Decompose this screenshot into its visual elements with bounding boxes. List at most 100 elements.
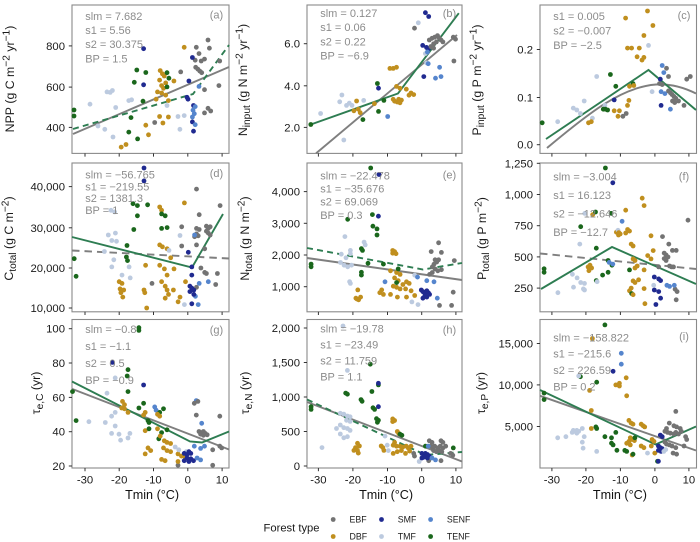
svg-text:Ninput​ (g N m−2​ yr−1​): Ninput​ (g N m−2​ yr−1​) (234, 24, 252, 136)
svg-text:-30: -30 (310, 475, 326, 487)
svg-text:SMF: SMF (398, 515, 417, 525)
svg-text:80: 80 (52, 358, 65, 370)
svg-text:-20: -20 (345, 475, 361, 487)
svg-text:τe,C​ (yr): τe,C​ (yr) (29, 372, 46, 415)
svg-text:0: 0 (419, 475, 425, 487)
svg-text:slm = −0.8: slm = −0.8 (85, 324, 136, 336)
svg-text:slm = −56.765: slm = −56.765 (85, 170, 155, 182)
svg-text:250: 250 (514, 283, 533, 295)
svg-text:2,000: 2,000 (272, 323, 300, 335)
svg-text:0: 0 (185, 475, 191, 487)
svg-text:slm = 7.682: slm = 7.682 (85, 11, 142, 23)
svg-text:s2 = 0.5: s2 = 0.5 (85, 358, 124, 370)
svg-text:0.1: 0.1 (517, 93, 533, 105)
svg-text:Tmin (°C): Tmin (°C) (359, 488, 413, 502)
svg-text:2,000: 2,000 (272, 250, 300, 262)
svg-text:15,000: 15,000 (498, 339, 533, 351)
svg-text:(c): (c) (678, 10, 691, 22)
svg-text:6.0: 6.0 (284, 39, 300, 51)
svg-text:BP = 1.1: BP = 1.1 (320, 372, 362, 384)
svg-text:4,000: 4,000 (272, 187, 300, 199)
svg-text:10: 10 (683, 475, 696, 487)
svg-text:20,000: 20,000 (30, 263, 65, 275)
svg-text:-30: -30 (544, 475, 560, 487)
svg-text:Tmin (°C): Tmin (°C) (125, 488, 179, 502)
svg-text:40: 40 (52, 427, 65, 439)
svg-text:0.0: 0.0 (517, 140, 533, 152)
svg-text:100: 100 (46, 324, 65, 336)
svg-text:slm = −158.822: slm = −158.822 (553, 332, 629, 344)
svg-text:s2 = 11.759: s2 = 11.759 (320, 356, 377, 368)
svg-text:1,000: 1,000 (272, 282, 300, 294)
svg-text:(g): (g) (210, 325, 223, 337)
svg-text:Ntotal​ (g N m−2​): Ntotal​ (g N m−2​) (236, 196, 254, 280)
svg-text:400: 400 (46, 122, 65, 134)
svg-text:BP = −2.5: BP = −2.5 (553, 40, 602, 52)
svg-text:1,500: 1,500 (272, 358, 300, 370)
svg-text:500: 500 (281, 427, 300, 439)
svg-text:Ptotal​ (g P m−2​): Ptotal​ (g P m−2​) (473, 197, 491, 280)
svg-text:Pinput​ (g P m−2​ yr−1​): Pinput​ (g P m−2​ yr−1​) (468, 25, 486, 136)
svg-text:-10: -10 (145, 475, 161, 487)
svg-text:30,000: 30,000 (30, 223, 65, 235)
svg-text:τe,P​ (yr): τe,P​ (yr) (474, 372, 491, 414)
svg-text:s1 = −215.6: s1 = −215.6 (553, 349, 611, 361)
svg-text:(d): (d) (210, 168, 223, 180)
svg-text:SENF: SENF (447, 515, 471, 525)
svg-text:TMF: TMF (398, 532, 417, 542)
svg-text:0: 0 (294, 461, 300, 473)
svg-text:s1 = −219.55: s1 = −219.55 (85, 181, 149, 193)
svg-text:(a): (a) (210, 10, 223, 22)
svg-text:Tmin (°C): Tmin (°C) (593, 488, 647, 502)
svg-text:10,000: 10,000 (498, 380, 533, 392)
svg-text:slm = −3.004: slm = −3.004 (553, 171, 617, 183)
svg-text:s1 = −35.676: s1 = −35.676 (320, 184, 384, 196)
svg-text:5,000: 5,000 (505, 422, 533, 434)
svg-text:slm = 0.127: slm = 0.127 (320, 8, 377, 20)
svg-text:s1 = 16.123: s1 = 16.123 (553, 190, 611, 202)
svg-text:slm = −22.478: slm = −22.478 (320, 170, 390, 182)
svg-text:1,000: 1,000 (272, 392, 300, 404)
svg-text:s1 = 5.56: s1 = 5.56 (85, 25, 131, 37)
svg-text:τe,N​ (yr): τe,N​ (yr) (238, 372, 255, 415)
svg-text:-20: -20 (111, 475, 127, 487)
svg-text:s2 = 30.375: s2 = 30.375 (85, 39, 143, 51)
svg-text:-30: -30 (77, 475, 93, 487)
svg-text:1,250: 1,250 (505, 158, 533, 170)
svg-text:EBF: EBF (350, 515, 368, 525)
svg-text:0: 0 (652, 475, 658, 487)
svg-text:-20: -20 (578, 475, 594, 487)
svg-text:s2 = 1381.3: s2 = 1381.3 (85, 193, 143, 205)
svg-text:3,000: 3,000 (272, 218, 300, 230)
svg-text:500: 500 (514, 252, 533, 264)
svg-text:Ctotal​ (g C m−2​): Ctotal​ (g C m−2​) (0, 196, 18, 280)
svg-text:TENF: TENF (447, 532, 471, 542)
svg-text:10,000: 10,000 (30, 303, 65, 315)
svg-text:NPP (g C m−2​ yr−1​): NPP (g C m−2​ yr−1​) (1, 26, 17, 133)
svg-text:60: 60 (52, 392, 65, 404)
svg-text:slm = −19.78: slm = −19.78 (320, 323, 384, 335)
svg-text:s2 = 226.59: s2 = 226.59 (553, 365, 611, 377)
svg-text:600: 600 (46, 82, 65, 94)
svg-text:2.0: 2.0 (284, 122, 300, 134)
svg-text:750: 750 (514, 221, 533, 233)
svg-text:s2 = 69.069: s2 = 69.069 (320, 197, 378, 209)
svg-text:-10: -10 (379, 475, 395, 487)
svg-text:(i): (i) (679, 331, 689, 343)
svg-text:BP = 1.5: BP = 1.5 (85, 53, 127, 65)
svg-text:0.2: 0.2 (517, 45, 533, 57)
svg-text:10: 10 (216, 475, 229, 487)
svg-text:BP = 0.2: BP = 0.2 (553, 382, 595, 394)
svg-text:BP = −12.7: BP = −12.7 (553, 227, 608, 239)
svg-text:DBF: DBF (350, 532, 368, 542)
svg-text:(e): (e) (443, 169, 456, 181)
svg-text:s2 = 0.22: s2 = 0.22 (320, 36, 366, 48)
svg-text:s2 = −12.646: s2 = −12.646 (553, 209, 617, 221)
svg-text:s1 = 0.06: s1 = 0.06 (320, 22, 366, 34)
svg-text:1,000: 1,000 (505, 190, 533, 202)
svg-text:10: 10 (450, 475, 463, 487)
svg-text:40,000: 40,000 (30, 182, 65, 194)
svg-text:(b): (b) (443, 8, 456, 20)
svg-text:Forest type: Forest type (264, 523, 320, 535)
svg-text:(h): (h) (443, 324, 456, 336)
